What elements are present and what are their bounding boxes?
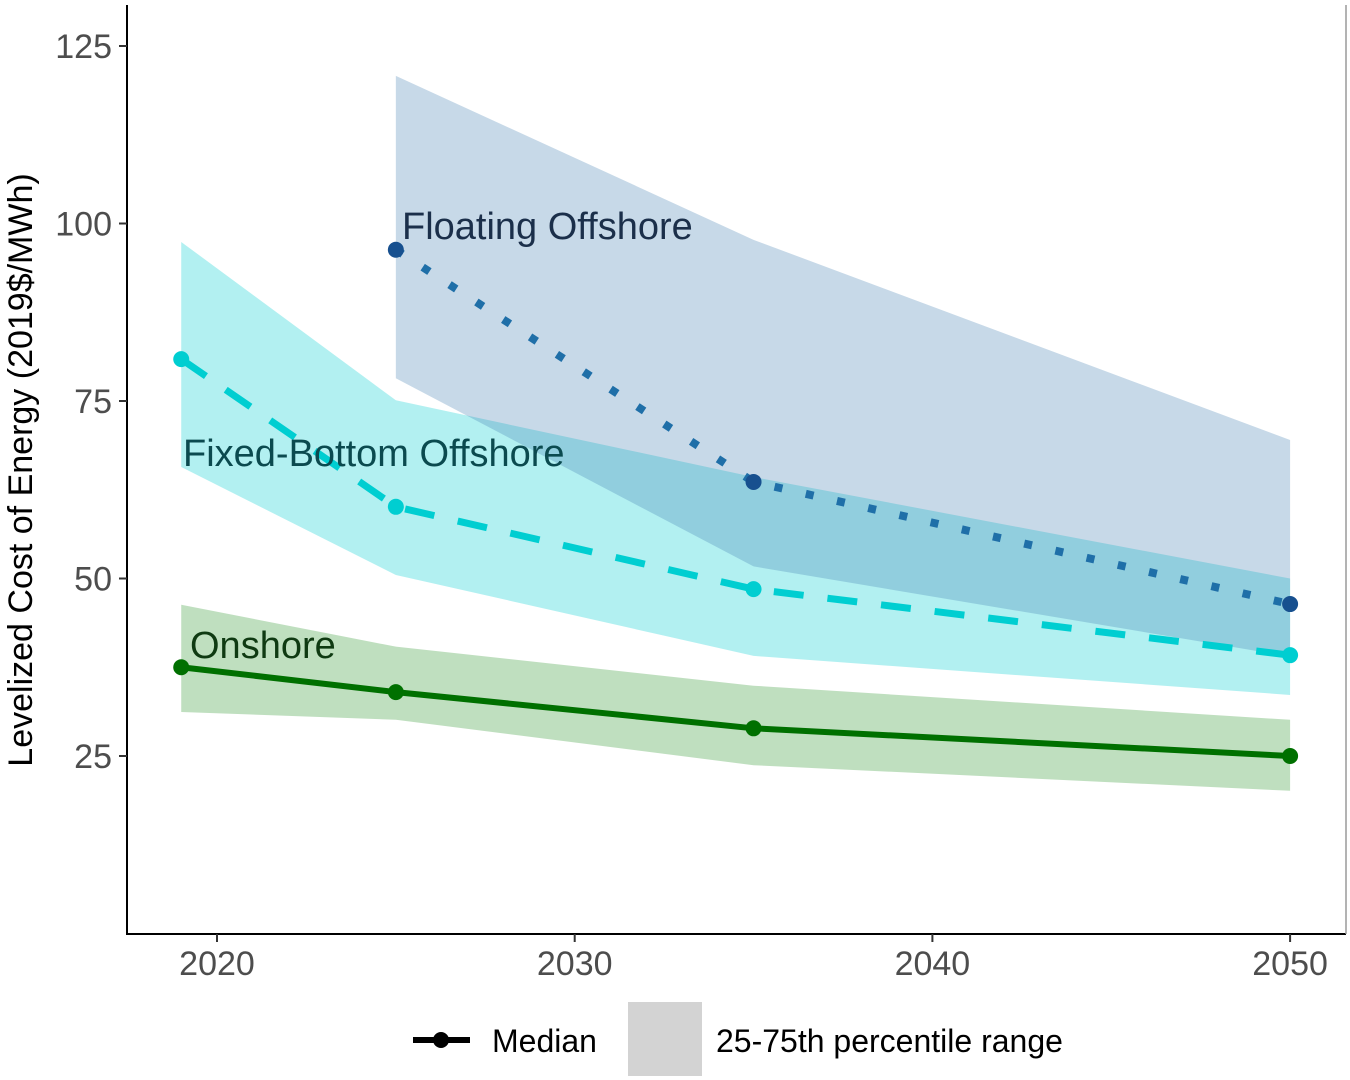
median-line-fixed-bottom-offshore (179, 356, 1291, 659)
legend: Median 25-75th percentile range (413, 1002, 1063, 1076)
point-onshore-2050 (1282, 748, 1299, 764)
y-tick-label: 75 (74, 383, 112, 421)
x-tick-label: 2040 (895, 945, 971, 983)
legend-median-point (433, 1032, 449, 1048)
y-tick-label: 50 (74, 561, 112, 599)
series-label-onshore: Onshore (190, 625, 336, 667)
point-fixed-bottom-offshore-2025 (387, 498, 404, 515)
legend-median-label: Median (492, 1023, 597, 1059)
y-axis-ticks: 25 50 75 100 125 (55, 28, 127, 776)
point-fixed-bottom-offshore-2050 (1282, 647, 1299, 664)
y-tick-label: 25 (74, 738, 112, 776)
x-tick-label: 2020 (179, 945, 255, 983)
x-axis-ticks: 2020 2030 2040 2050 (179, 934, 1328, 983)
point-fixed-bottom-offshore-2035 (745, 581, 762, 598)
median-lines (179, 246, 1291, 759)
band-floating-offshore (395, 75, 1291, 657)
y-tick-label: 100 (55, 206, 112, 244)
series-label-fixed: Fixed-Bottom Offshore (183, 433, 565, 475)
legend-range-label: 25-75th percentile range (716, 1023, 1063, 1059)
y-tick-label: 125 (55, 28, 112, 66)
y-axis-label: Levelized Cost of Energy (2019$/MWh) (2, 173, 40, 766)
point-onshore-2025 (387, 684, 404, 701)
point-floating-offshore-2035 (745, 473, 762, 490)
point-floating-offshore-2025 (387, 241, 404, 258)
x-tick-label: 2050 (1252, 945, 1328, 983)
series-label-floating: Floating Offshore (402, 206, 693, 248)
point-floating-offshore-2050 (1282, 596, 1299, 613)
band-fixed-bottom-offshore (181, 241, 1291, 695)
legend-range-swatch (628, 1002, 702, 1076)
point-fixed-bottom-offshore-2019 (173, 351, 190, 368)
median-points (173, 241, 1299, 764)
x-tick-label: 2030 (537, 945, 613, 983)
point-onshore-2035 (745, 720, 762, 737)
point-onshore-2019 (173, 659, 190, 676)
series-labels: Floating Offshore Fixed-Bottom Offshore … (183, 206, 693, 667)
median-line-onshore (180, 664, 1291, 759)
